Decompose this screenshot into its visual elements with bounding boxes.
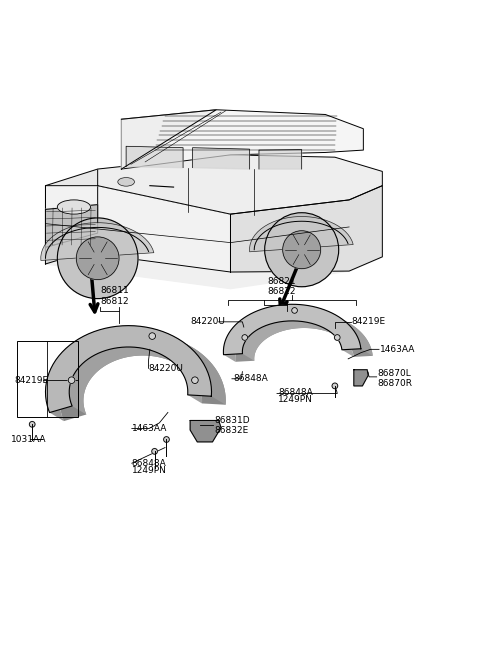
Circle shape — [335, 335, 340, 340]
Polygon shape — [46, 205, 97, 247]
Circle shape — [76, 237, 119, 279]
Circle shape — [283, 231, 321, 269]
Polygon shape — [190, 420, 221, 442]
Polygon shape — [69, 347, 202, 415]
Text: 1031AA: 1031AA — [12, 435, 47, 444]
Polygon shape — [41, 223, 154, 260]
Text: 86848A: 86848A — [132, 459, 167, 468]
Text: 84219E: 84219E — [351, 318, 385, 326]
Circle shape — [164, 437, 169, 442]
Circle shape — [192, 377, 198, 384]
Polygon shape — [46, 186, 230, 272]
Polygon shape — [46, 325, 226, 421]
Polygon shape — [60, 334, 226, 421]
Polygon shape — [97, 155, 383, 214]
Polygon shape — [46, 243, 383, 289]
Circle shape — [332, 383, 338, 389]
Polygon shape — [126, 146, 183, 168]
Text: 1463AA: 1463AA — [380, 345, 415, 354]
Circle shape — [242, 335, 248, 340]
Polygon shape — [46, 169, 97, 247]
Text: 86811
86812: 86811 86812 — [100, 286, 129, 306]
Polygon shape — [230, 186, 383, 272]
Polygon shape — [354, 370, 368, 386]
Circle shape — [29, 421, 35, 427]
Ellipse shape — [118, 178, 134, 186]
Polygon shape — [259, 150, 301, 169]
Bar — [17, 341, 78, 417]
Text: 84220U: 84220U — [148, 364, 183, 373]
Text: 86831D
86832E: 86831D 86832E — [214, 415, 250, 435]
Polygon shape — [223, 304, 361, 355]
Polygon shape — [46, 325, 212, 413]
Circle shape — [57, 218, 138, 298]
Polygon shape — [192, 148, 250, 169]
Polygon shape — [121, 110, 363, 169]
Circle shape — [68, 377, 75, 384]
Text: 86848A: 86848A — [233, 375, 268, 383]
Text: 86870L
86870R: 86870L 86870R — [378, 369, 413, 388]
Polygon shape — [223, 304, 372, 362]
Polygon shape — [242, 321, 354, 361]
Text: 1249PN: 1249PN — [132, 466, 167, 475]
Ellipse shape — [57, 200, 91, 214]
Circle shape — [264, 213, 339, 287]
Text: 86848A: 86848A — [278, 388, 312, 396]
Text: 1463AA: 1463AA — [132, 424, 167, 433]
Circle shape — [152, 449, 157, 454]
Text: 84219E: 84219E — [14, 376, 49, 384]
Polygon shape — [46, 233, 97, 264]
Text: 86821
86822: 86821 86822 — [267, 277, 296, 297]
Text: 84220U: 84220U — [190, 318, 225, 326]
Text: 1249PN: 1249PN — [278, 395, 313, 403]
Polygon shape — [235, 312, 372, 362]
Circle shape — [292, 308, 298, 314]
Polygon shape — [121, 110, 216, 169]
Circle shape — [149, 333, 156, 339]
Polygon shape — [250, 216, 353, 252]
